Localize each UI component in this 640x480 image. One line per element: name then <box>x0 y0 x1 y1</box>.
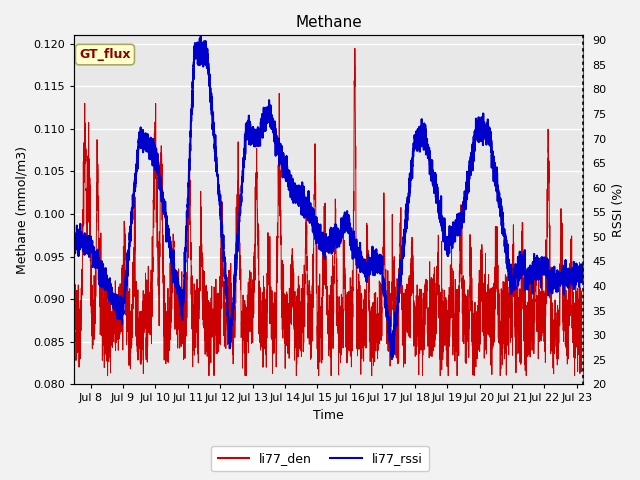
Legend: li77_den, li77_rssi: li77_den, li77_rssi <box>211 446 429 471</box>
Line: li77_rssi: li77_rssi <box>74 36 582 359</box>
li77_den <box>351 46 358 51</box>
li77_rssi <box>284 175 291 180</box>
li77_den <box>578 316 586 322</box>
li77_den <box>312 203 319 209</box>
li77_rssi <box>537 269 545 275</box>
li77_den <box>439 349 447 355</box>
X-axis label: Time: Time <box>314 409 344 422</box>
li77_rssi <box>70 239 78 245</box>
li77_den <box>104 373 111 379</box>
li77_rssi <box>197 33 205 38</box>
li77_rssi <box>578 263 586 268</box>
li77_den <box>288 252 296 258</box>
li77_den <box>284 325 291 331</box>
Y-axis label: Methane (mmol/m3): Methane (mmol/m3) <box>15 146 28 274</box>
li77_den <box>70 303 78 309</box>
li77_den <box>537 316 545 322</box>
li77_rssi <box>388 356 396 362</box>
li77_rssi <box>288 182 296 188</box>
Line: li77_den: li77_den <box>74 48 582 376</box>
Y-axis label: RSSI (%): RSSI (%) <box>612 183 625 237</box>
Title: Methane: Methane <box>296 15 362 30</box>
Text: GT_flux: GT_flux <box>79 48 131 61</box>
li77_rssi <box>563 277 570 283</box>
li77_rssi <box>439 227 447 232</box>
li77_den <box>563 346 570 351</box>
li77_rssi <box>312 237 319 242</box>
